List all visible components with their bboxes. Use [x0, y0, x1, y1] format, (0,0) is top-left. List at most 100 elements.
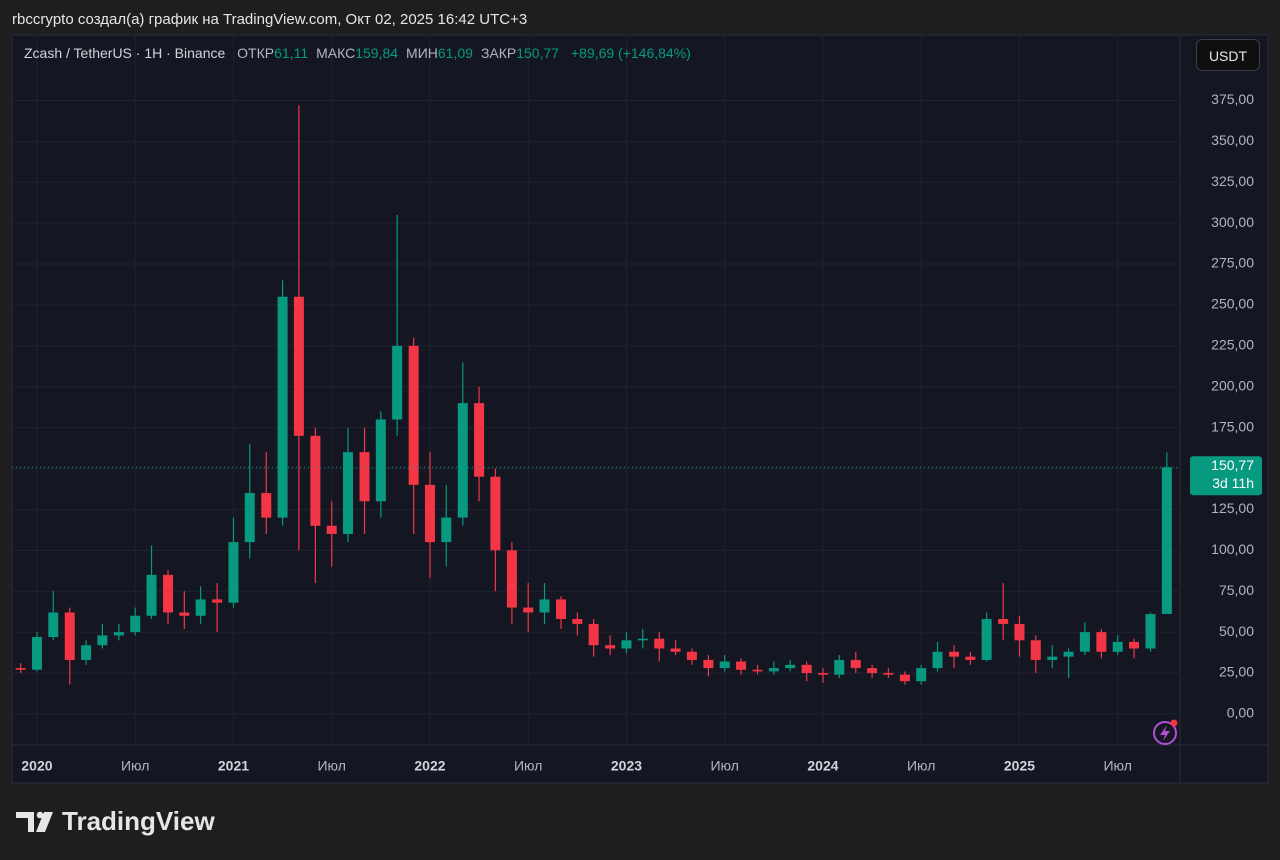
candle-body	[1030, 640, 1041, 660]
legend-field-name: МИН	[406, 45, 438, 61]
candle-body	[64, 612, 75, 660]
candle-body	[474, 403, 485, 477]
logo: TradingView	[16, 806, 215, 836]
alert-bolt	[1160, 725, 1170, 741]
candle-body	[1063, 651, 1074, 657]
candle-body	[506, 550, 517, 608]
x-tick-label: Июл	[121, 758, 149, 774]
y-tick-label: 275,00	[1211, 255, 1254, 271]
legend-field-name: МАКС	[316, 45, 356, 61]
y-tick-label: 0,00	[1227, 705, 1254, 721]
candle-body	[113, 632, 124, 636]
candle-body	[1145, 614, 1156, 649]
x-tick-label: 2024	[807, 758, 838, 774]
legend-change: +89,69 (+146,84%)	[570, 45, 691, 61]
x-tick-label: 2020	[21, 758, 52, 774]
x-tick-label: 2023	[611, 758, 642, 774]
candle-body	[392, 345, 403, 420]
legend-field-value: 150,77	[516, 45, 560, 61]
candle-body	[97, 635, 108, 646]
candle-body	[457, 403, 468, 518]
candle-body	[277, 296, 288, 518]
y-tick-label: 200,00	[1211, 377, 1254, 393]
candle-body	[834, 659, 845, 675]
x-tick-label: 2025	[1004, 758, 1035, 774]
candle-body	[556, 599, 567, 620]
y-tick-label: 100,00	[1211, 541, 1254, 557]
candle-body	[785, 664, 796, 669]
y-tick-label: 75,00	[1219, 582, 1254, 598]
candle-body	[916, 668, 927, 682]
x-tick-label: Июл	[514, 758, 542, 774]
y-tick-label: 375,00	[1211, 91, 1254, 107]
candle-body	[408, 345, 419, 485]
candle-body	[949, 651, 960, 657]
candle-body	[310, 435, 321, 526]
candle-body	[752, 669, 763, 672]
candle-body	[81, 645, 92, 660]
y-tick-label: 225,00	[1211, 337, 1254, 353]
candle-body	[883, 673, 894, 675]
candle-body	[228, 542, 239, 603]
candle-body	[490, 476, 501, 551]
legend-field-value: 61,11	[274, 45, 309, 61]
candle-body	[261, 493, 272, 518]
x-tick-label: Июл	[1103, 758, 1131, 774]
candle-body	[867, 668, 878, 674]
candle-body	[375, 419, 386, 502]
candle-body	[932, 651, 943, 669]
x-tick-label: Июл	[710, 758, 738, 774]
candle-body	[703, 659, 714, 669]
y-tick-label: 350,00	[1211, 132, 1254, 148]
candle-body	[1079, 632, 1090, 652]
y-tick-label: 125,00	[1211, 500, 1254, 516]
candle-body	[965, 656, 976, 660]
alert-icon	[1153, 719, 1178, 745]
candle-body	[1129, 641, 1140, 649]
y-tick-label: 25,00	[1219, 664, 1254, 680]
candle-body	[523, 607, 534, 613]
candle-body	[588, 623, 599, 646]
logo-mark	[36, 811, 44, 819]
candle-body	[539, 599, 550, 613]
x-tick-label: Июл	[317, 758, 345, 774]
legend-field-name: ОТКР	[237, 45, 275, 61]
candle-body	[817, 673, 828, 675]
candles	[12, 105, 1180, 685]
candle-body	[637, 638, 648, 641]
legend-field-value: 61,09	[437, 45, 473, 61]
y-tick-label: 250,00	[1211, 296, 1254, 312]
currency-button[interactable]: USDT	[1196, 39, 1260, 71]
candle-body	[343, 452, 354, 534]
candle-body	[981, 619, 992, 660]
candle-body	[179, 612, 190, 616]
candle-body	[998, 619, 1009, 624]
legend-fields: ОТКР61,11 МАКС159,84 МИН61,09 ЗАКР150,77	[229, 45, 559, 61]
candle-body	[15, 668, 26, 670]
candle-body	[326, 525, 337, 534]
candle-body	[293, 296, 304, 436]
candle-body	[850, 659, 861, 669]
alert-dot	[1170, 719, 1178, 727]
candle-body	[359, 452, 370, 502]
x-tick-label: 2021	[218, 758, 249, 774]
candle-body	[195, 599, 206, 616]
candle-body	[801, 664, 812, 674]
candle-body	[736, 661, 747, 670]
attribution: rbccrypto создал(а) график на TradingVie…	[12, 11, 527, 28]
legend: Zcash / TetherUS · 1H · Binance ОТКР61,1…	[24, 45, 691, 61]
y-tick-label: 175,00	[1211, 418, 1254, 434]
candle-body	[1014, 623, 1025, 641]
candle-body	[686, 651, 697, 660]
legend-field-name: ЗАКР	[480, 45, 517, 61]
candle-body	[899, 674, 910, 682]
x-tick-label: Июл	[907, 758, 935, 774]
candle-body	[768, 668, 779, 672]
candle-body	[130, 615, 141, 633]
footer-logo: TradingView	[62, 806, 215, 836]
candle-body	[670, 648, 681, 652]
legend-symbol: Zcash / TetherUS · 1H · Binance	[24, 45, 226, 61]
logo-mark	[36, 812, 53, 832]
